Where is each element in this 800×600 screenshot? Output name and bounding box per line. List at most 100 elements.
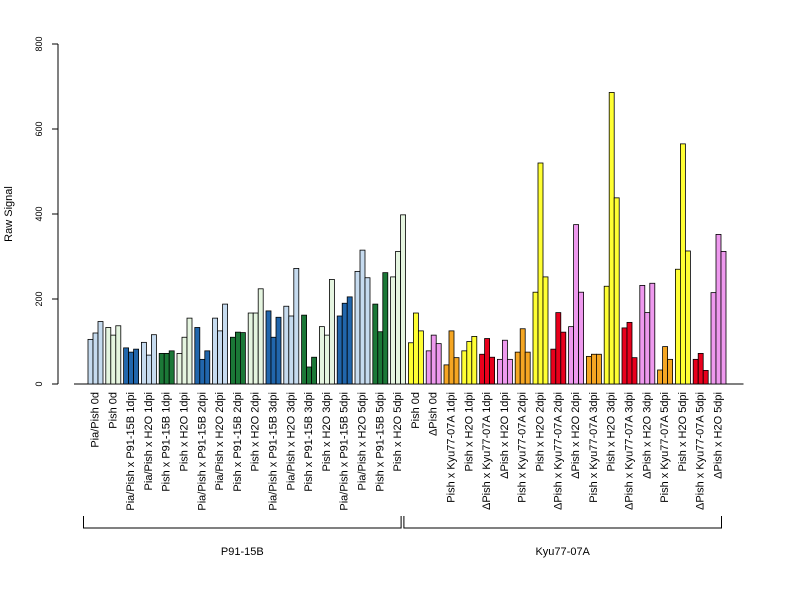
bar [283, 305, 290, 385]
bar [194, 327, 201, 385]
bar [123, 347, 129, 385]
bar [496, 358, 503, 385]
bar [621, 327, 628, 385]
x-tick-label: Pish x Kyu77-07A 3dpi [588, 392, 600, 503]
bar [407, 342, 414, 385]
bar [247, 312, 254, 385]
bar [578, 291, 584, 385]
bar [288, 315, 295, 385]
x-tick-label: Pish x P91-15B 5dpi [374, 392, 386, 492]
bar [644, 312, 651, 385]
bar [377, 331, 384, 385]
bar [128, 351, 135, 385]
bar [417, 330, 424, 385]
x-tick-label: Pish x H2O 5dpi [392, 392, 404, 471]
bar [524, 351, 531, 385]
bar [702, 369, 709, 385]
x-tick-label: ΔPish x Kyu77-07A 1dpi [481, 392, 493, 510]
x-tick-label: ΔPish 0d [428, 392, 440, 436]
x-tick-label: Pish x Kyu77-07A 1dpi [446, 392, 458, 503]
bar [336, 315, 343, 385]
bar [608, 92, 615, 385]
bar [586, 355, 592, 385]
bar [479, 353, 486, 385]
bar [448, 330, 455, 385]
bar [265, 310, 272, 385]
bar [87, 338, 94, 385]
bar [217, 330, 224, 385]
y-tick-label: 0 [34, 381, 44, 386]
x-tick-label: ΔPish x Kyu77-07A 2dpi [552, 392, 564, 510]
bar [110, 334, 117, 385]
bar [390, 276, 397, 385]
bar [489, 356, 496, 385]
y-axis-label: Raw Signal [3, 186, 15, 242]
x-tick-label: Pish x Kyu77-07A 5dpi [659, 392, 671, 503]
bar [631, 357, 638, 385]
group-bracket [403, 516, 722, 529]
bar [199, 358, 206, 385]
bar [532, 291, 539, 385]
x-tick-labels: Pia/Pish 0d Pish 0d Pia/Pish x P91-15B 1dp… [90, 392, 725, 511]
x-tick-label: Pish x H2O 1dpi [179, 392, 191, 471]
x-tick-label: Pish x H2O 3dpi [321, 392, 333, 471]
bar [680, 143, 686, 385]
bar [649, 282, 656, 385]
bar [158, 352, 165, 385]
bar [425, 350, 432, 385]
bar [257, 288, 264, 385]
bar [145, 354, 152, 385]
bar [685, 250, 691, 385]
y-tick-label: 400 [34, 206, 44, 221]
bar [466, 341, 473, 385]
bar [301, 314, 308, 385]
y-axis: 0 200 400 600 800 [34, 36, 744, 387]
bar [222, 303, 229, 385]
bar [186, 317, 193, 385]
bar [560, 331, 567, 385]
bar [239, 332, 246, 385]
bar [484, 338, 491, 385]
bar [395, 250, 402, 385]
bar [613, 197, 620, 385]
bar [150, 334, 157, 385]
x-tick-label: Pia/Pish x P91-15B 1dpi [125, 392, 137, 511]
x-tick-label: Pia/Pish x P91-15B 2dpi [196, 392, 208, 511]
group-label: Kyu77-07A [535, 546, 590, 558]
bar [234, 331, 241, 385]
bar [181, 336, 188, 385]
bar [542, 276, 549, 385]
bar [115, 325, 122, 385]
bar [453, 357, 460, 385]
bar [400, 214, 407, 385]
x-tick-label: Pish 0d [107, 392, 119, 429]
x-tick-label: Pish x H2O 5dpi [677, 392, 689, 471]
bar [710, 292, 717, 385]
bar [212, 317, 219, 385]
bar [372, 303, 379, 385]
bar [382, 272, 389, 385]
x-tick-label: ΔPish x Kyu77-07A 5dpi [695, 392, 707, 510]
bar [471, 335, 478, 385]
bar [537, 162, 544, 385]
group-label: P91-15B [221, 546, 264, 558]
x-tick-label: ΔPish x H2O 2dpi [570, 392, 582, 479]
x-tick-label: Pia/Pish x P91-15B 5dpi [339, 392, 351, 511]
x-tick-label: Pish x Kyu77-07A 2dpi [517, 392, 529, 503]
bar [692, 358, 699, 385]
bar [306, 366, 313, 385]
bars [87, 92, 727, 385]
x-tick-label: Pia/Pish x H2O 1dpi [143, 392, 155, 490]
bar [603, 285, 610, 385]
bar [92, 332, 99, 385]
bar [412, 312, 419, 385]
x-tick-label: Pia/Pish x H2O 5dpi [357, 392, 369, 490]
x-tick-label: ΔPish x H2O 1dpi [499, 392, 511, 479]
x-tick-label: Pish x P91-15B 3dpi [303, 392, 315, 492]
y-tick-label: 200 [34, 291, 44, 306]
x-tick-label: Pish x H2O 3dpi [606, 392, 618, 471]
bar [328, 279, 335, 385]
bar [229, 336, 236, 385]
bar [715, 233, 722, 385]
x-tick-label: Pia/Pish x H2O 2dpi [214, 392, 226, 490]
